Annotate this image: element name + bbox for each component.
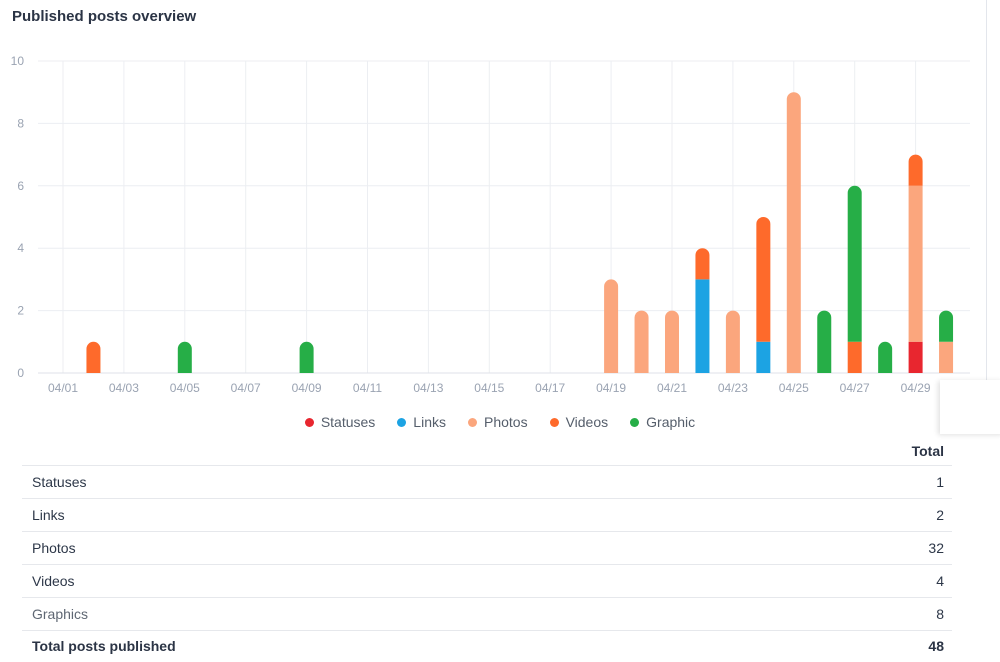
- bar-segment-statuses: [908, 341, 923, 373]
- bar-segment-photos: [939, 341, 954, 373]
- summary-row-total: 1: [732, 465, 952, 499]
- summary-row-statuses: Statuses 1: [22, 465, 952, 499]
- legend-swatch: [630, 418, 640, 427]
- panel-divider: [986, 0, 987, 380]
- legend-label: Graphic: [646, 414, 696, 430]
- summary-label-header: [22, 436, 733, 466]
- summary-row-label: Videos: [22, 564, 733, 598]
- x-tick-label: 04/05: [170, 381, 200, 395]
- y-tick-label: 6: [17, 179, 24, 193]
- legend-item-videos[interactable]: Videos: [549, 414, 609, 430]
- bar-segment-photos: [908, 185, 923, 342]
- summary-total-label: Total posts published: [32, 638, 176, 654]
- legend-item-graphic[interactable]: Graphic: [630, 414, 695, 430]
- bar-segment-graphic: [299, 341, 314, 373]
- x-tick-label: 04/11: [353, 381, 382, 395]
- bar-segment-videos: [847, 341, 862, 373]
- y-tick-label: 10: [11, 54, 25, 68]
- page-title: Published posts overview: [12, 8, 197, 25]
- summary-row-total: 32: [732, 531, 952, 565]
- legend-swatch: [467, 418, 477, 427]
- summary-total-value: 48: [928, 638, 944, 654]
- bar-segment-graphic: [939, 310, 954, 342]
- legend-item-statuses[interactable]: Statuses: [304, 414, 376, 430]
- x-tick-label: 04/09: [292, 381, 322, 395]
- summary-row-label: Photos: [22, 531, 733, 565]
- bar-segment-photos: [634, 310, 649, 373]
- x-tick-label: 04/27: [840, 381, 870, 395]
- summary-row-photos: Photos 32: [22, 531, 952, 565]
- x-tick-label: 04/13: [413, 381, 443, 395]
- summary-row-total: 8: [732, 597, 952, 631]
- x-tick-label: 04/17: [535, 381, 565, 395]
- y-tick-label: 4: [17, 241, 24, 255]
- summary-row-videos: Videos 4: [22, 564, 952, 598]
- bar-segment-graphic: [177, 341, 192, 373]
- x-tick-label: 04/21: [657, 381, 687, 395]
- bar-segment-videos: [695, 248, 710, 280]
- x-tick-label: 04/01: [48, 381, 78, 395]
- legend-item-photos[interactable]: Photos: [467, 414, 528, 430]
- legend-swatch: [397, 418, 407, 427]
- y-tick-label: 8: [17, 116, 24, 130]
- x-tick-label: 04/25: [779, 381, 809, 395]
- bar-segment-links: [756, 341, 771, 373]
- bar-segment-photos: [665, 310, 679, 373]
- bar-segment-links: [695, 279, 710, 373]
- floating-panel: [940, 380, 1000, 434]
- x-tick-label: 04/19: [596, 381, 626, 395]
- summary-total-header: Total: [732, 436, 952, 466]
- bar-segment-videos: [86, 341, 101, 373]
- summary-row-label: Statuses: [22, 465, 733, 499]
- legend-item-links[interactable]: Links: [397, 414, 446, 430]
- bar-segment-graphic: [817, 310, 832, 373]
- x-tick-label: 04/29: [901, 381, 931, 395]
- x-tick-label: 04/23: [718, 381, 748, 395]
- legend-label: Videos: [565, 414, 609, 430]
- y-tick-label: 2: [17, 304, 24, 318]
- chart-legend: Statuses Links Photos Videos Graphic: [0, 414, 1000, 430]
- bar-segment-graphic: [878, 341, 893, 373]
- summary-table: Total Statuses 1 Links 2 Photos 32 Video…: [22, 436, 952, 661]
- summary-row-label: Links: [22, 498, 733, 532]
- summary-row-total: 4: [732, 564, 952, 598]
- bar-segment-photos: [725, 310, 740, 373]
- summary-row-total: 2: [732, 498, 952, 532]
- legend-label: Links: [413, 414, 446, 430]
- legend-swatch: [549, 418, 559, 427]
- summary-row-links: Links 2: [22, 498, 952, 532]
- bar-segment-videos: [756, 217, 771, 342]
- legend-swatch: [304, 418, 314, 427]
- y-tick-label: 0: [17, 366, 24, 380]
- x-tick-label: 04/15: [474, 381, 504, 395]
- bar-segment-photos: [604, 279, 619, 373]
- stacked-bar-chart: 0 2 4 6 8 10 04/01 04/03 04/05 04/07 04/09 04/11 04/…: [11, 54, 970, 395]
- x-tick-label: 04/07: [231, 381, 261, 395]
- bar-segment-videos: [908, 154, 923, 186]
- summary-row-graphics: Graphics 8: [22, 597, 952, 631]
- legend-label: Photos: [483, 414, 528, 430]
- legend-label: Statuses: [320, 414, 376, 430]
- bar-segment-photos: [786, 92, 801, 373]
- summary-total-row: Total posts published 48: [22, 631, 952, 662]
- x-tick-label: 04/03: [109, 381, 139, 395]
- bar-segment-graphic: [847, 185, 862, 342]
- summary-row-label: Graphics: [22, 597, 733, 631]
